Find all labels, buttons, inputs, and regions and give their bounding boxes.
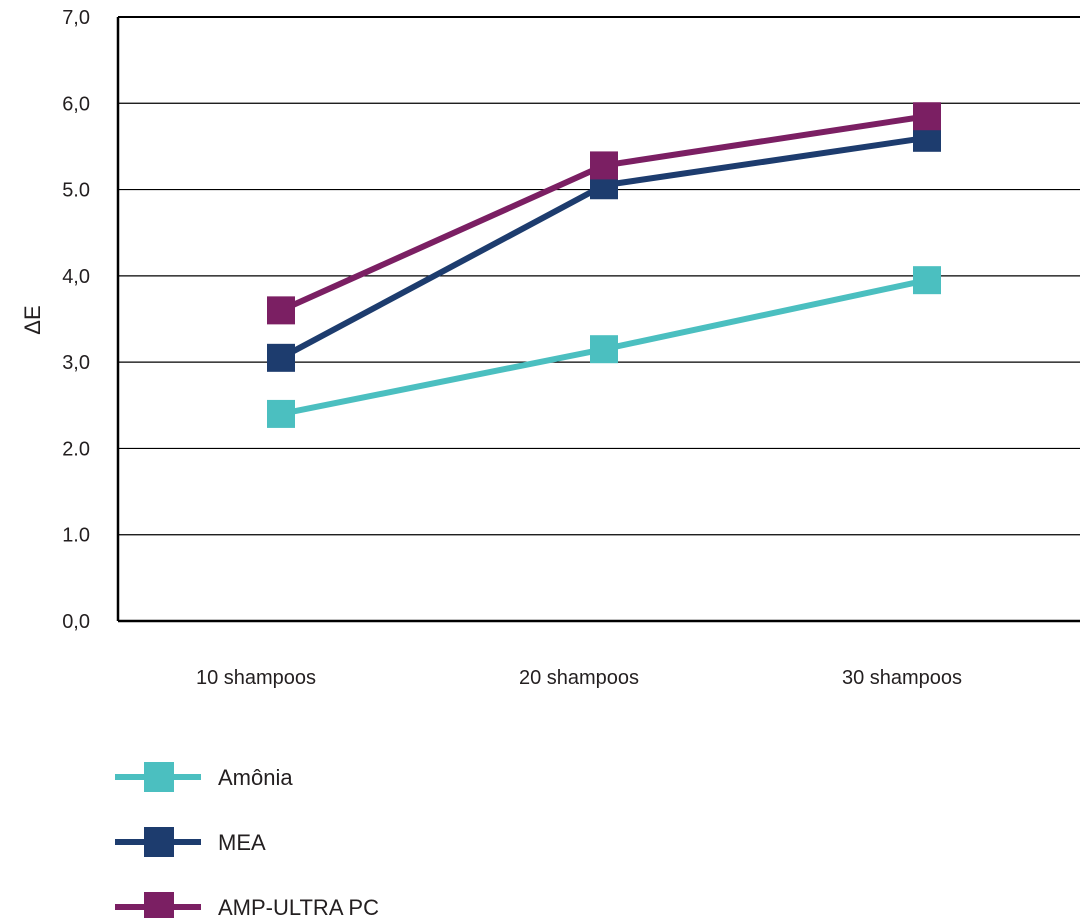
series-line (279, 113, 928, 314)
legend-item: Amônia (115, 762, 293, 792)
y-tick-label: 1.0 (62, 525, 90, 547)
axes (116, 16, 1080, 623)
y-tick-label: 4,0 (62, 266, 90, 288)
y-axis-label: ΔE (20, 305, 45, 334)
y-tick-label: 3,0 (62, 352, 90, 374)
legend-swatch-marker (144, 762, 174, 792)
series-am-nia (267, 266, 941, 428)
data-point-marker (267, 399, 295, 428)
x-tick-label: 20 shampoos (519, 667, 639, 689)
x-tick-label: 30 shampoos (842, 667, 962, 689)
data-point-marker (267, 343, 295, 372)
y-tick-label: 0,0 (62, 611, 90, 633)
y-tick-labels: 0,0 1.0 2.0 3,0 4,0 5.0 6,0 7,0 (62, 7, 90, 633)
legend: Amônia MEA AMP-ULTRA PC (115, 762, 379, 918)
y-tick-label: 6,0 (62, 93, 90, 115)
y-tick-label: 2.0 (62, 438, 90, 460)
series-mea (267, 123, 941, 372)
series-group (267, 102, 941, 428)
legend-label: MEA (218, 830, 266, 855)
data-point-marker (267, 296, 295, 325)
legend-label: AMP-ULTRA PC (218, 895, 379, 918)
legend-item: MEA (115, 827, 266, 857)
legend-label: Amônia (218, 765, 293, 790)
data-point-marker (913, 266, 941, 295)
y-tick-label: 5.0 (62, 180, 90, 202)
y-tick-label: 7,0 (62, 7, 90, 29)
x-tick-label: 10 shampoos (196, 667, 316, 689)
data-point-marker (590, 151, 618, 180)
data-point-marker (590, 335, 618, 364)
x-tick-labels: 10 shampoos 20 shampoos 30 shampoos (196, 667, 962, 689)
data-point-marker (913, 102, 941, 131)
legend-swatch-marker (144, 827, 174, 857)
legend-swatch-marker (144, 892, 174, 918)
series-amp-ultra-pc (267, 102, 941, 325)
legend-item: AMP-ULTRA PC (115, 892, 379, 918)
